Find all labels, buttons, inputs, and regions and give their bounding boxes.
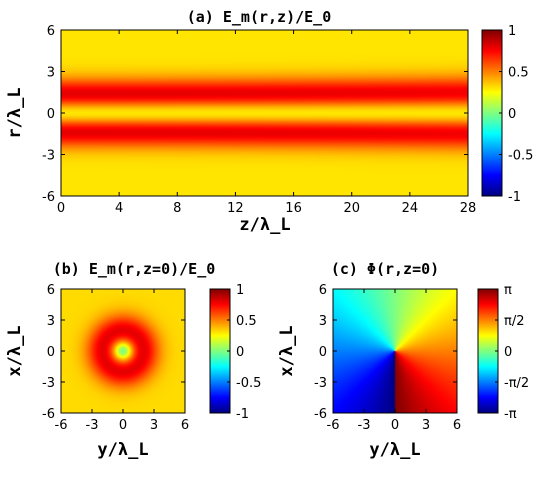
x-tick-label: 28 bbox=[460, 201, 477, 216]
x-tick-label: 12 bbox=[227, 201, 244, 216]
x-tick-label: -3 bbox=[86, 418, 99, 433]
colorbar-tick-label: -π bbox=[504, 407, 517, 422]
y-tick-label: -3 bbox=[42, 376, 55, 391]
panel-c-ticks: -6 -3 0 3 6 6 3 0 -3 -6 bbox=[314, 283, 461, 433]
colorbar-tick-label: π bbox=[504, 283, 512, 298]
y-tick-label: 6 bbox=[47, 24, 55, 39]
y-tick-label: -6 bbox=[42, 190, 55, 205]
y-tick-label: 6 bbox=[319, 283, 327, 298]
panel-a-ticks: 0 4 8 12 16 20 24 28 6 3 0 -3 -6 bbox=[42, 24, 476, 216]
y-tick-label: -6 bbox=[314, 407, 327, 422]
y-tick-label: 0 bbox=[47, 107, 55, 122]
y-tick-label: 0 bbox=[47, 345, 55, 360]
panel-b-colorbar-ticks: 1 0.5 0 -0.5 -1 bbox=[227, 283, 261, 422]
colorbar-tick-label: -1 bbox=[508, 190, 521, 205]
panel-a-colorbar bbox=[482, 30, 502, 196]
y-tick-label: -3 bbox=[314, 376, 327, 391]
colorbar-tick-label: 0.5 bbox=[236, 314, 257, 329]
panel-b-title-text: (b) E_m(r,z=0)/E_0 bbox=[53, 260, 216, 278]
panel-c-title: (c) Φ(r,z=0) bbox=[331, 260, 439, 278]
colorbar-tick-label: 0 bbox=[504, 345, 512, 360]
x-tick-label: 4 bbox=[115, 201, 123, 216]
colorbar-tick-label: 1 bbox=[236, 283, 244, 298]
y-tick-label: 6 bbox=[47, 283, 55, 298]
x-tick-label: 0 bbox=[391, 418, 399, 433]
colorbar-tick-label: 0.5 bbox=[508, 66, 529, 81]
panel-a-heatmap bbox=[61, 30, 468, 196]
x-tick-label: 16 bbox=[285, 201, 302, 216]
y-tick-label: -6 bbox=[42, 407, 55, 422]
y-tick-label: 3 bbox=[319, 314, 327, 329]
panel-b-ticks: -6 -3 0 3 6 6 3 0 -3 -6 bbox=[42, 283, 189, 433]
panel-b-colorbar bbox=[210, 289, 230, 413]
colorbar-tick-label: π/2 bbox=[504, 314, 524, 329]
panel-a: (a) E_m(r,z)/E_0 0 4 8 12 16 20 24 28 6 3 0 -3 -6 z/… bbox=[5, 8, 533, 235]
panel-c-colorbar bbox=[478, 289, 498, 413]
colorbar-tick-label: 0 bbox=[508, 107, 516, 122]
panel-b-heatmap bbox=[61, 289, 185, 413]
panel-a-title-text: (a) E_m(r,z)/E_0 bbox=[187, 8, 332, 26]
panel-c-heatmap bbox=[333, 289, 457, 413]
panel-c-xlabel: y/λ_L bbox=[369, 440, 420, 460]
panel-a-title: (a) E_m(r,z)/E_0 bbox=[187, 8, 332, 26]
colorbar-tick-label: 0 bbox=[236, 345, 244, 360]
panel-c-title-text: (c) Φ(r,z=0) bbox=[331, 260, 439, 278]
panel-c-colorbar-ticks: π π/2 0 -π/2 -π bbox=[495, 283, 529, 422]
panel-a-xlabel: z/λ_L bbox=[239, 215, 290, 235]
x-tick-label: 3 bbox=[150, 418, 158, 433]
x-tick-label: 3 bbox=[422, 418, 430, 433]
panel-a-colorbar-ticks: 1 0.5 0 -0.5 -1 bbox=[499, 24, 533, 205]
colorbar-tick-label: -1 bbox=[236, 407, 249, 422]
x-tick-label: 0 bbox=[119, 418, 127, 433]
panel-b-title: (b) E_m(r,z=0)/E_0 bbox=[53, 260, 216, 278]
x-tick-label: 0 bbox=[57, 201, 65, 216]
x-tick-label: 20 bbox=[343, 201, 360, 216]
x-tick-label: -3 bbox=[358, 418, 371, 433]
colorbar-tick-label: -0.5 bbox=[236, 376, 261, 391]
panel-b-ylabel: x/λ_L bbox=[5, 325, 25, 376]
colorbar-tick-label: -0.5 bbox=[508, 149, 533, 164]
panel-a-ylabel: r/λ_L bbox=[5, 87, 25, 138]
x-tick-label: 8 bbox=[173, 201, 181, 216]
y-tick-label: 3 bbox=[47, 66, 55, 81]
colorbar-tick-label: 1 bbox=[508, 24, 516, 39]
y-tick-label: 3 bbox=[47, 314, 55, 329]
x-tick-label: 24 bbox=[402, 201, 419, 216]
panel-b-xlabel: y/λ_L bbox=[97, 440, 148, 460]
x-tick-label: 6 bbox=[181, 418, 189, 433]
y-tick-label: 0 bbox=[319, 345, 327, 360]
x-tick-label: -6 bbox=[55, 418, 68, 433]
y-tick-label: -3 bbox=[42, 149, 55, 164]
x-tick-label: -6 bbox=[327, 418, 340, 433]
colorbar-tick-label: -π/2 bbox=[504, 376, 529, 391]
x-tick-label: 6 bbox=[453, 418, 461, 433]
panel-c-ylabel: x/λ_L bbox=[277, 325, 297, 376]
